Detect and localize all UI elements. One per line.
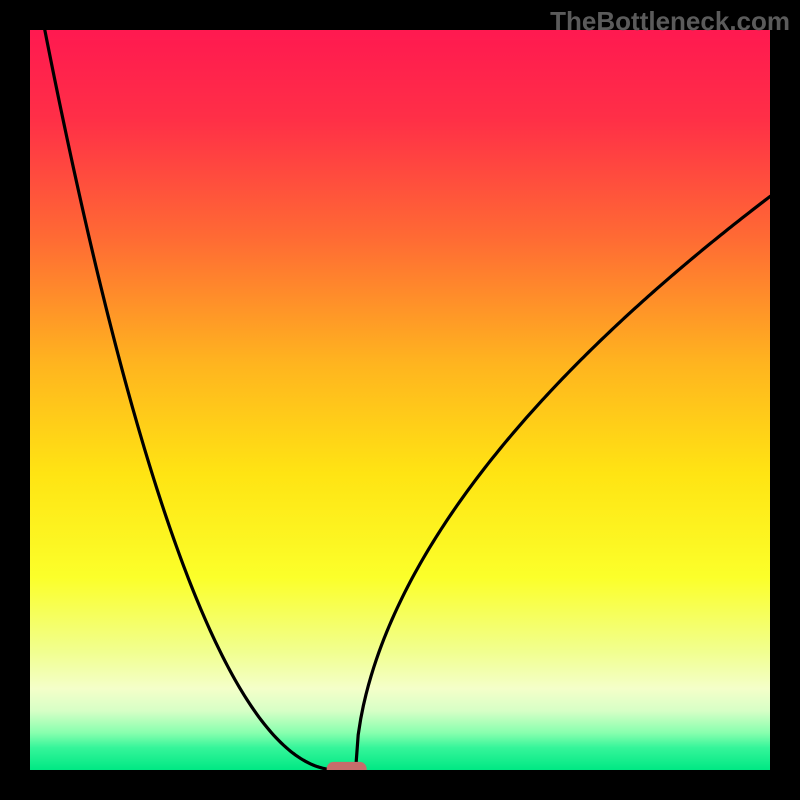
bottleneck-curve-path [45, 30, 770, 770]
chart-frame [30, 30, 770, 770]
bottleneck-curve [30, 30, 770, 770]
watermark-text: TheBottleneck.com [550, 6, 790, 37]
plot-area [30, 30, 770, 770]
sweet-spot-marker [326, 762, 367, 770]
